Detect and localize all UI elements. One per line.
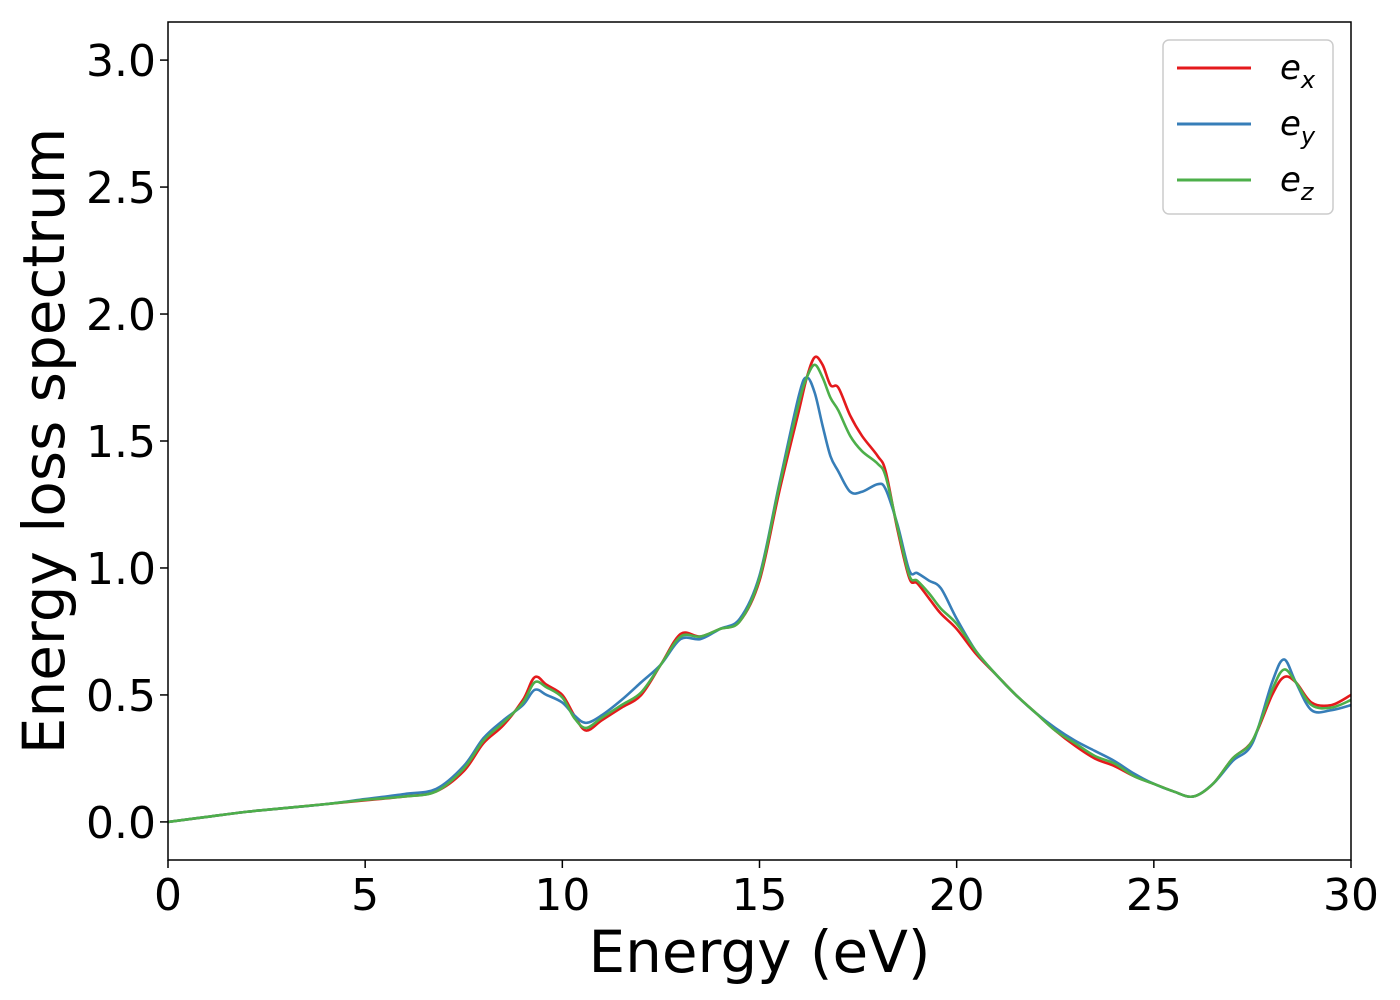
series-line-e-x	[168, 355, 1351, 824]
series-line-e-z	[168, 363, 1351, 824]
x-tick-label: 0	[154, 870, 182, 921]
legend-label-e-x: ex	[1280, 48, 1316, 94]
x-tick-label: 10	[534, 870, 590, 921]
y-axis-label: Energy loss spectrum	[10, 128, 78, 754]
x-axis-label: Energy (eV)	[588, 918, 930, 986]
y-tick-label: 2.0	[86, 290, 156, 341]
x-tick-label: 5	[351, 870, 379, 921]
x-axis: 0 5 10 15 20 25 30	[154, 860, 1379, 921]
y-tick-label: 2.5	[86, 163, 156, 214]
legend-label-e-z: ez	[1280, 160, 1315, 206]
x-tick-label: 30	[1323, 870, 1379, 921]
y-tick-label: 3.0	[86, 36, 156, 87]
legend: ex ey ez	[1162, 39, 1334, 215]
x-tick-label: 20	[929, 870, 985, 921]
y-tick-label: 1.0	[86, 544, 156, 595]
y-tick-label: 1.5	[86, 417, 156, 468]
legend-label-e-y: ey	[1280, 104, 1316, 150]
y-axis: 0.0 0.5 1.0 1.5 2.0 2.5 3.0	[86, 36, 168, 849]
y-tick-label: 0.5	[86, 671, 156, 722]
series-line-e-y	[168, 376, 1351, 824]
y-tick-label: 0.0	[86, 798, 156, 849]
x-tick-label: 15	[732, 870, 788, 921]
series-layer	[168, 355, 1351, 824]
legend-box	[1162, 39, 1334, 215]
x-tick-label: 25	[1126, 870, 1182, 921]
